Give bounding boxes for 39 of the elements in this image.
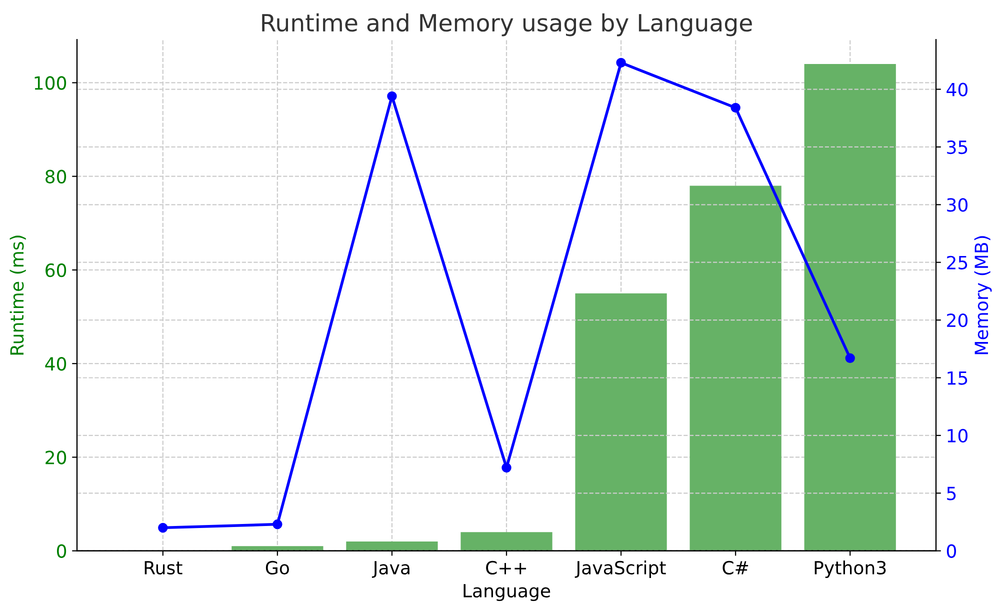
x-tick-label: Rust [144,561,182,575]
point [616,58,626,68]
x-tick-label: Python3 [814,560,886,578]
y2-tick-label: 20 [947,314,968,328]
bar [804,64,896,551]
point [502,462,512,473]
x-tick-label: C# [722,560,748,575]
x-tick-label: C++ [486,560,526,575]
y-axis-title: Runtime (ms) [10,236,26,355]
y2-tick-label: 5 [947,486,956,500]
y2-tick-label: 0 [946,544,956,558]
x-tick-label: Java [372,561,410,578]
y2-tick-label: 40 [946,82,968,96]
x-tick-label: Go [266,560,289,575]
point [158,522,168,533]
point [730,102,740,113]
y-tick-label: 60 [46,263,66,278]
x-tick-label: JavaScript [574,560,666,578]
y-tick-label: 20 [46,450,66,464]
y-tick-label: 40 [45,357,66,371]
y2-tick-label: 30 [947,198,968,212]
y2-axis-title: Memory (MB) [974,236,992,354]
bar [346,541,438,551]
bar [575,293,667,551]
x-axis-title: Language [464,584,550,602]
y2-tick-label: 15 [948,371,968,385]
y2-tick-label: 35 [947,140,968,154]
y2-tick-label: 25 [947,256,968,270]
bar [690,186,782,551]
y2-tick-label: 10 [948,428,968,443]
point [272,519,282,530]
point [387,91,397,102]
chart-title: Runtime and Memory usage by Language [262,13,752,36]
y-tick-label: 80 [46,170,66,184]
bar [232,546,324,551]
y-tick-label: 0 [56,544,66,558]
point [845,353,855,363]
bar [460,532,552,551]
y-tick-label: 100 [34,76,66,90]
